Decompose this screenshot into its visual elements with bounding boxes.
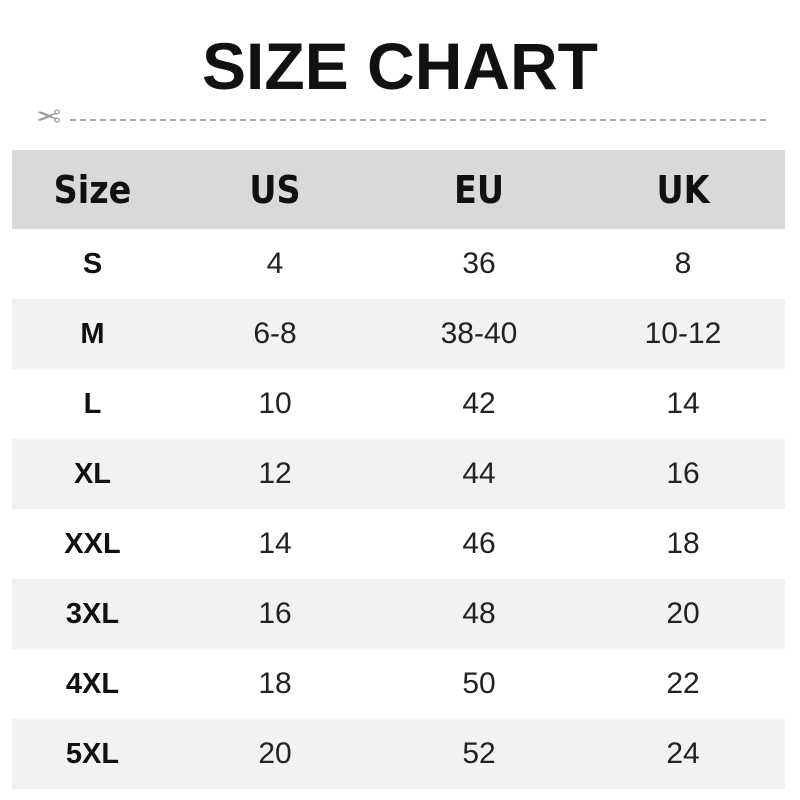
table-row: S 4 36 8 xyxy=(12,229,785,299)
cell-uk: 8 xyxy=(674,247,692,280)
table-row: 4XL 18 50 22 xyxy=(12,649,785,719)
cell-us: 4 xyxy=(266,247,284,280)
cell-uk: 24 xyxy=(666,737,700,770)
column-header-eu: EU xyxy=(453,167,504,212)
cell-uk: 18 xyxy=(666,527,700,560)
cell-size: 4XL xyxy=(65,667,120,700)
cell-eu: 36 xyxy=(462,247,496,280)
cell-eu: 42 xyxy=(462,387,496,420)
cell-uk: 14 xyxy=(666,387,700,420)
scissors-icon: ✂ xyxy=(36,101,62,134)
cell-us: 12 xyxy=(258,457,292,490)
cell-size: 3XL xyxy=(65,597,120,630)
cell-size: M xyxy=(80,317,105,350)
cell-us: 16 xyxy=(258,597,292,630)
table-row: M 6-8 38-40 10-12 xyxy=(12,299,785,369)
cell-eu: 50 xyxy=(462,667,496,700)
table-row: XXL 14 46 18 xyxy=(12,509,785,579)
cell-uk: 20 xyxy=(666,597,700,630)
cell-size: L xyxy=(83,387,102,420)
cell-size: XL xyxy=(73,457,112,490)
table-header: Size US EU UK xyxy=(12,150,785,229)
table-row: 3XL 16 48 20 xyxy=(12,579,785,649)
size-table: Size US EU UK S 4 36 8 M 6-8 38-40 10-12 L 10 42 14… xyxy=(12,150,785,789)
cell-uk: 22 xyxy=(666,667,700,700)
table-row: L 10 42 14 xyxy=(12,369,785,439)
cell-eu: 48 xyxy=(462,597,496,630)
column-header-size: Size xyxy=(53,167,132,212)
cell-eu: 46 xyxy=(462,527,496,560)
cell-us: 10 xyxy=(258,387,292,420)
cell-size: XXL xyxy=(64,527,121,560)
table-row: XL 12 44 16 xyxy=(12,439,785,509)
cell-eu: 52 xyxy=(462,737,496,770)
cell-uk: 10-12 xyxy=(644,317,722,350)
column-header-us: US xyxy=(249,167,301,212)
column-header-uk: UK xyxy=(656,167,710,212)
cell-us: 18 xyxy=(258,667,292,700)
cut-line: ✂ xyxy=(36,101,766,134)
cell-eu: 38-40 xyxy=(440,317,518,350)
cell-us: 20 xyxy=(258,737,292,770)
table-row: 5XL 20 52 24 xyxy=(12,719,785,789)
cell-eu: 44 xyxy=(462,457,496,490)
cell-size: 5XL xyxy=(65,737,120,770)
cell-uk: 16 xyxy=(666,457,700,490)
page-title: SIZE CHART xyxy=(202,29,598,103)
cell-us: 6-8 xyxy=(253,317,297,350)
cell-size: S xyxy=(82,247,103,280)
cell-us: 14 xyxy=(258,527,292,560)
dashed-divider xyxy=(70,119,766,121)
